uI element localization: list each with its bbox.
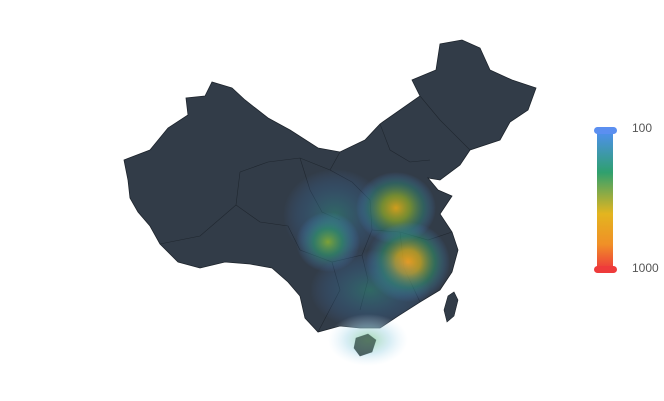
hainan-overlay <box>354 334 376 356</box>
visual-map-legend[interactable] <box>594 127 617 273</box>
taiwan-region <box>443 291 459 323</box>
legend-handle-bottom[interactable] <box>594 266 617 273</box>
legend-handle-top[interactable] <box>594 127 617 134</box>
legend-min-label: 1000 <box>632 261 659 275</box>
legend-gradient-bar[interactable] <box>597 131 613 269</box>
heat-spread-south <box>310 250 430 330</box>
legend-max-label: 100 <box>632 121 653 135</box>
heat-layer <box>283 169 450 330</box>
